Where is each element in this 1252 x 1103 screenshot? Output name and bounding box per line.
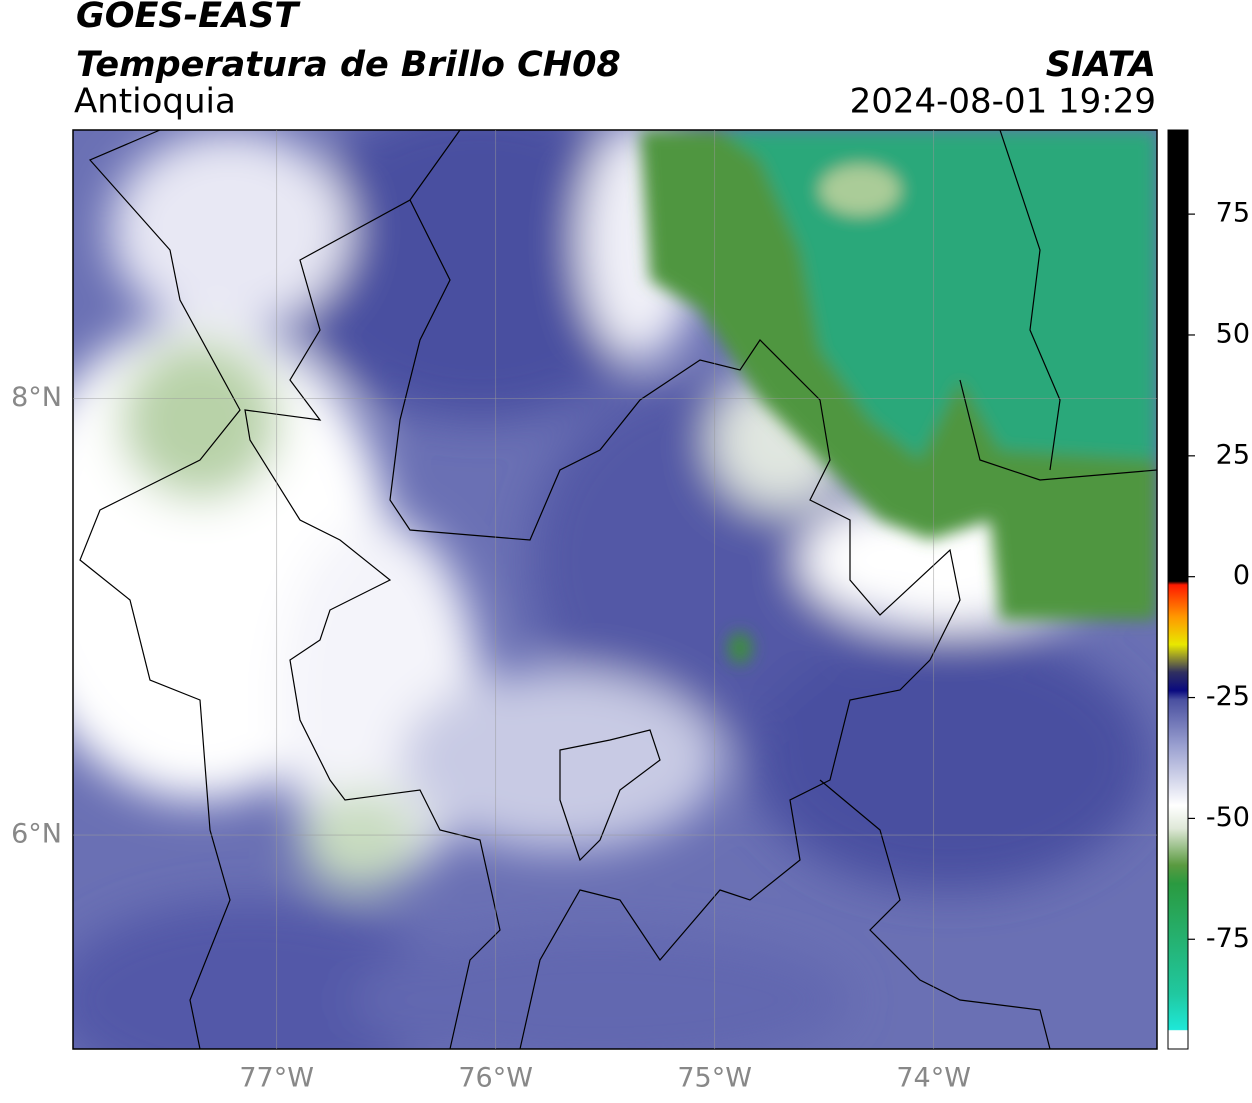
- colorbar-tick-label: 0: [1233, 560, 1250, 591]
- x-tick-label: 76°W: [458, 1063, 533, 1094]
- colorbar: [1167, 129, 1189, 1050]
- colorbar-tick-label: 50: [1216, 318, 1250, 349]
- y-tick-label: 8°N: [11, 382, 62, 413]
- source: SIATA: [1046, 45, 1156, 85]
- colorbar-tick-label: 25: [1216, 439, 1250, 470]
- borders: [79, 130, 1157, 1049]
- map-frame: [72, 129, 1158, 1050]
- colorbar-tick-label: 75: [1216, 198, 1250, 229]
- datetime: 2024-08-01 19:29: [850, 82, 1156, 122]
- colorbar-tick-label: -25: [1206, 681, 1250, 712]
- colorbar-tick-label: -75: [1206, 923, 1250, 954]
- satellite-image: [73, 130, 1157, 1049]
- x-tick-label: 77°W: [239, 1063, 314, 1094]
- x-tick-label: 74°W: [896, 1063, 971, 1094]
- region: Antioquia: [74, 82, 236, 122]
- subtitle: Temperatura de Brillo CH08: [76, 45, 621, 85]
- title: GOES-EAST: [76, 0, 301, 36]
- x-tick-label: 75°W: [677, 1063, 752, 1094]
- colorbar-tick-label: -50: [1206, 802, 1250, 833]
- y-tick-label: 6°N: [11, 819, 62, 850]
